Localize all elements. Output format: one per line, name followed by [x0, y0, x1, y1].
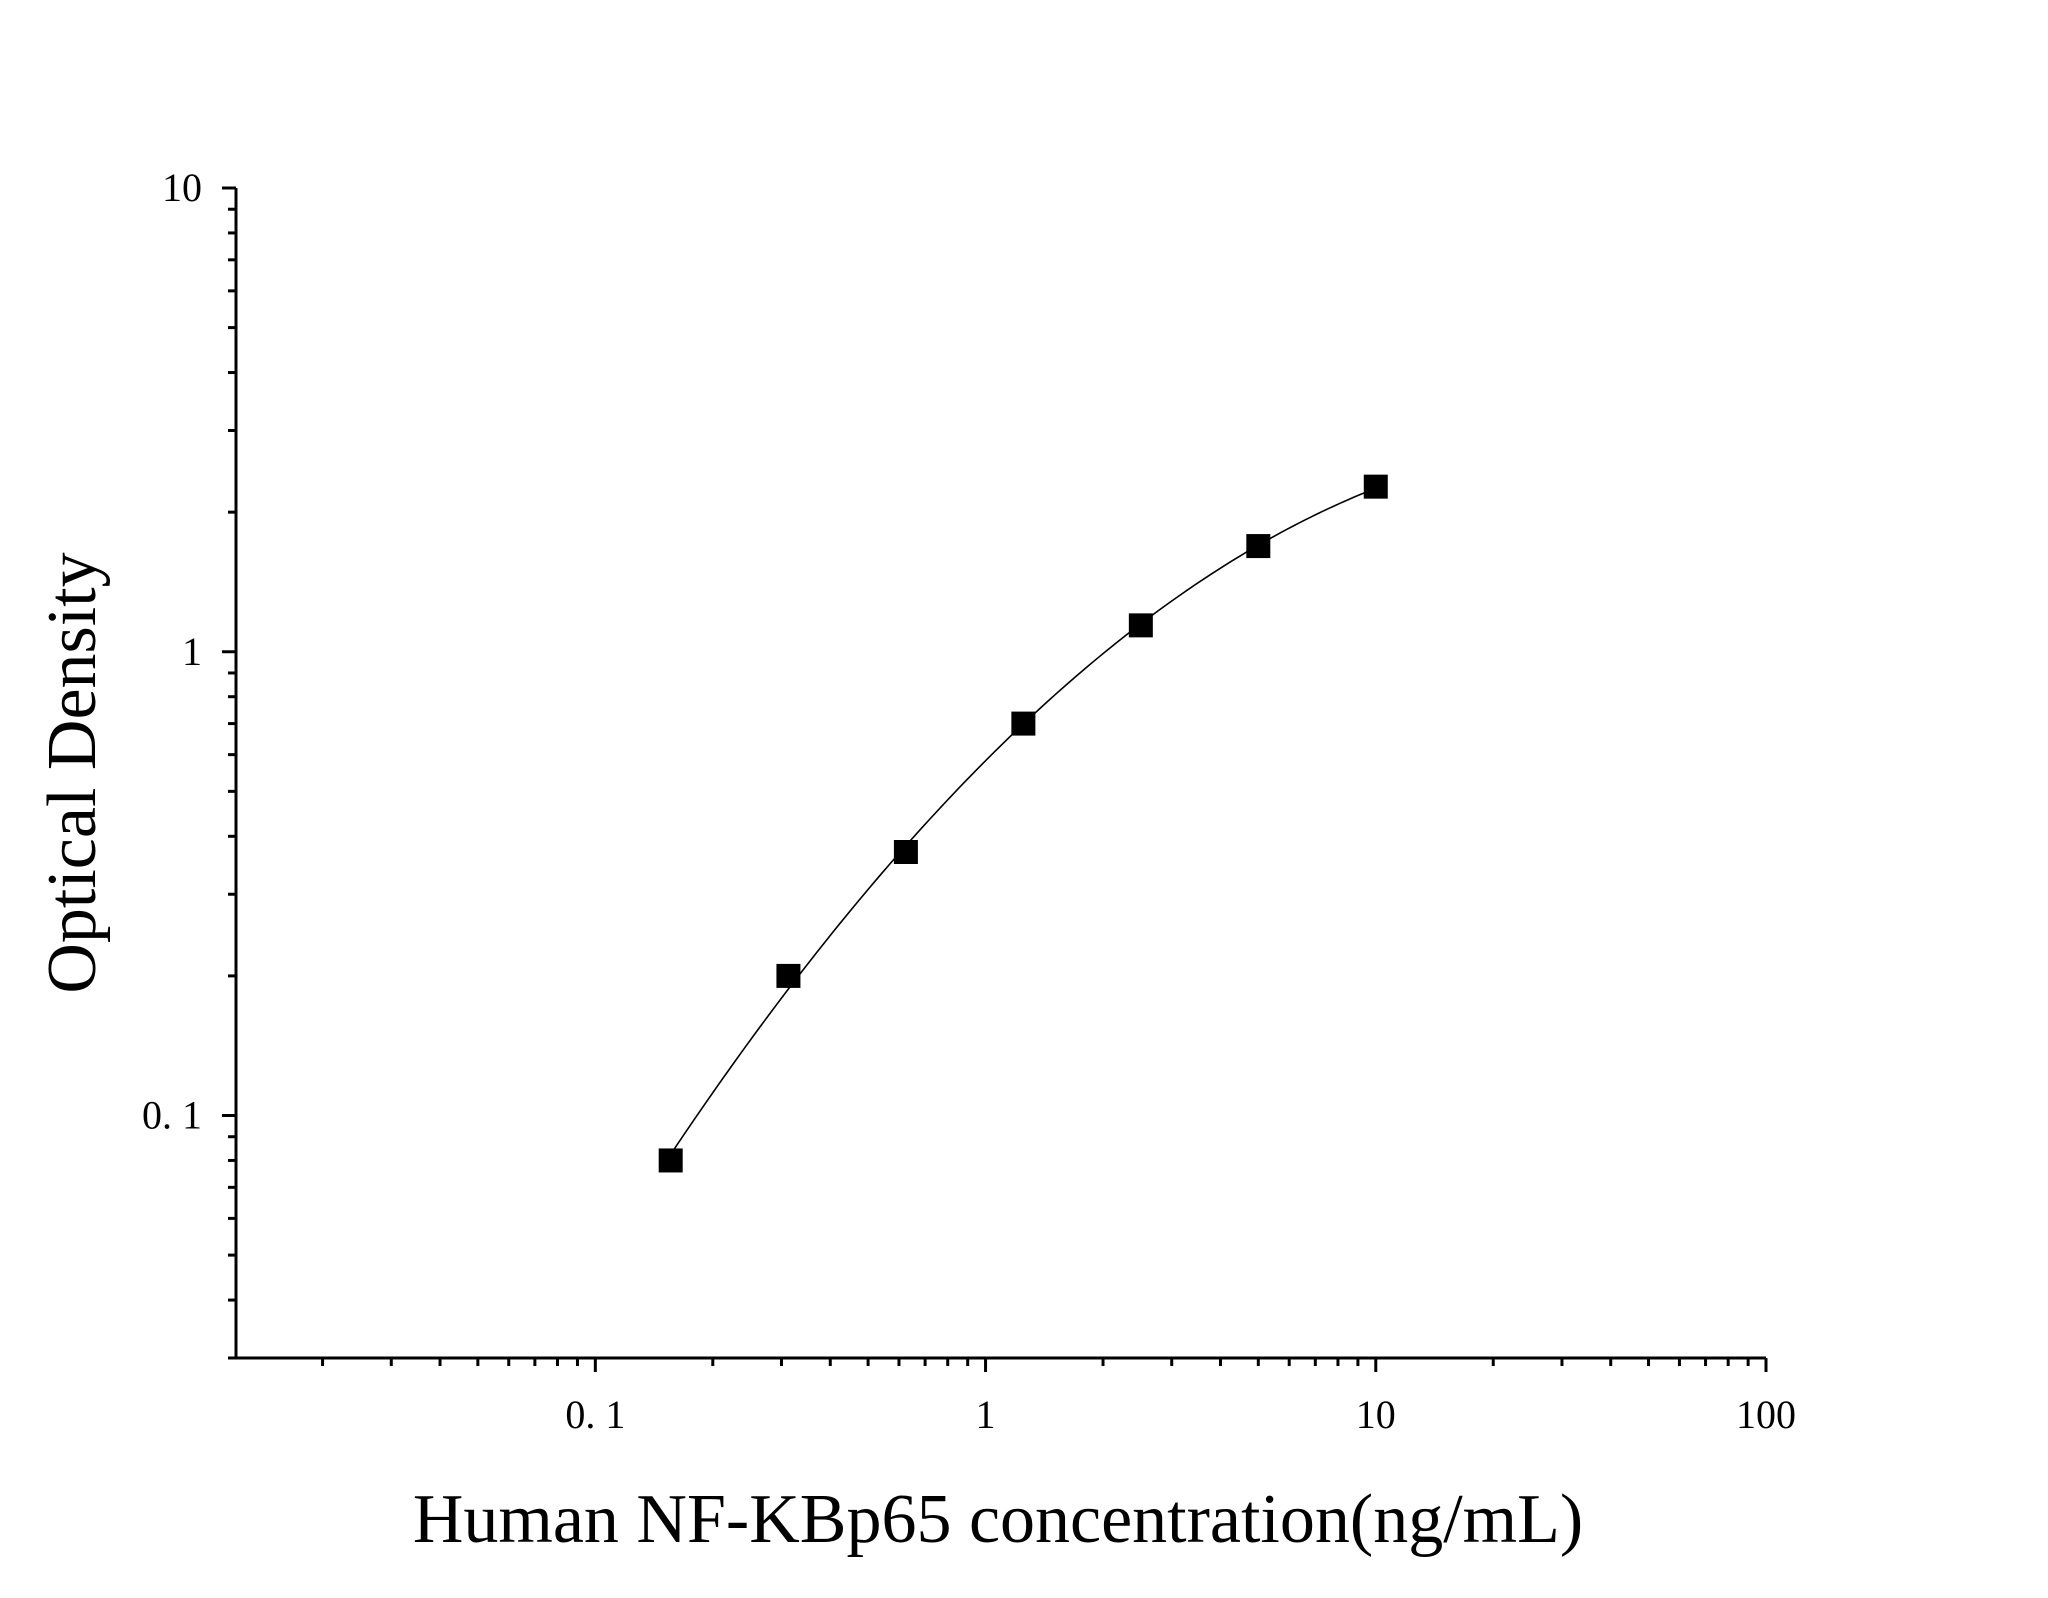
data-point	[1246, 534, 1271, 559]
x-tick-label: 1	[976, 1392, 996, 1437]
fitted-curve	[670, 487, 1377, 1155]
data-point	[658, 1148, 683, 1173]
tick-labels: 0. 1 1 10 100 0. 1 1 10	[142, 165, 1796, 1437]
y-tick-label: 1	[182, 629, 202, 674]
data-point	[776, 963, 801, 988]
y-tick-label: 0. 1	[142, 1093, 202, 1138]
data-point	[893, 840, 918, 865]
axis-ticks	[222, 186, 1768, 1372]
data-markers	[658, 474, 1388, 1173]
y-tick-label: 10	[162, 165, 202, 210]
x-tick-label: 0. 1	[565, 1392, 625, 1437]
x-axis-title: Human NF-KBp65 concentration(ng/mL)	[413, 1481, 1583, 1558]
x-tick-label: 10	[1356, 1392, 1396, 1437]
x-tick-label: 100	[1736, 1392, 1796, 1437]
data-point	[1011, 711, 1036, 736]
data-point	[1128, 613, 1153, 638]
data-point	[1363, 474, 1388, 499]
y-axis-title: Optical Density	[34, 552, 111, 993]
